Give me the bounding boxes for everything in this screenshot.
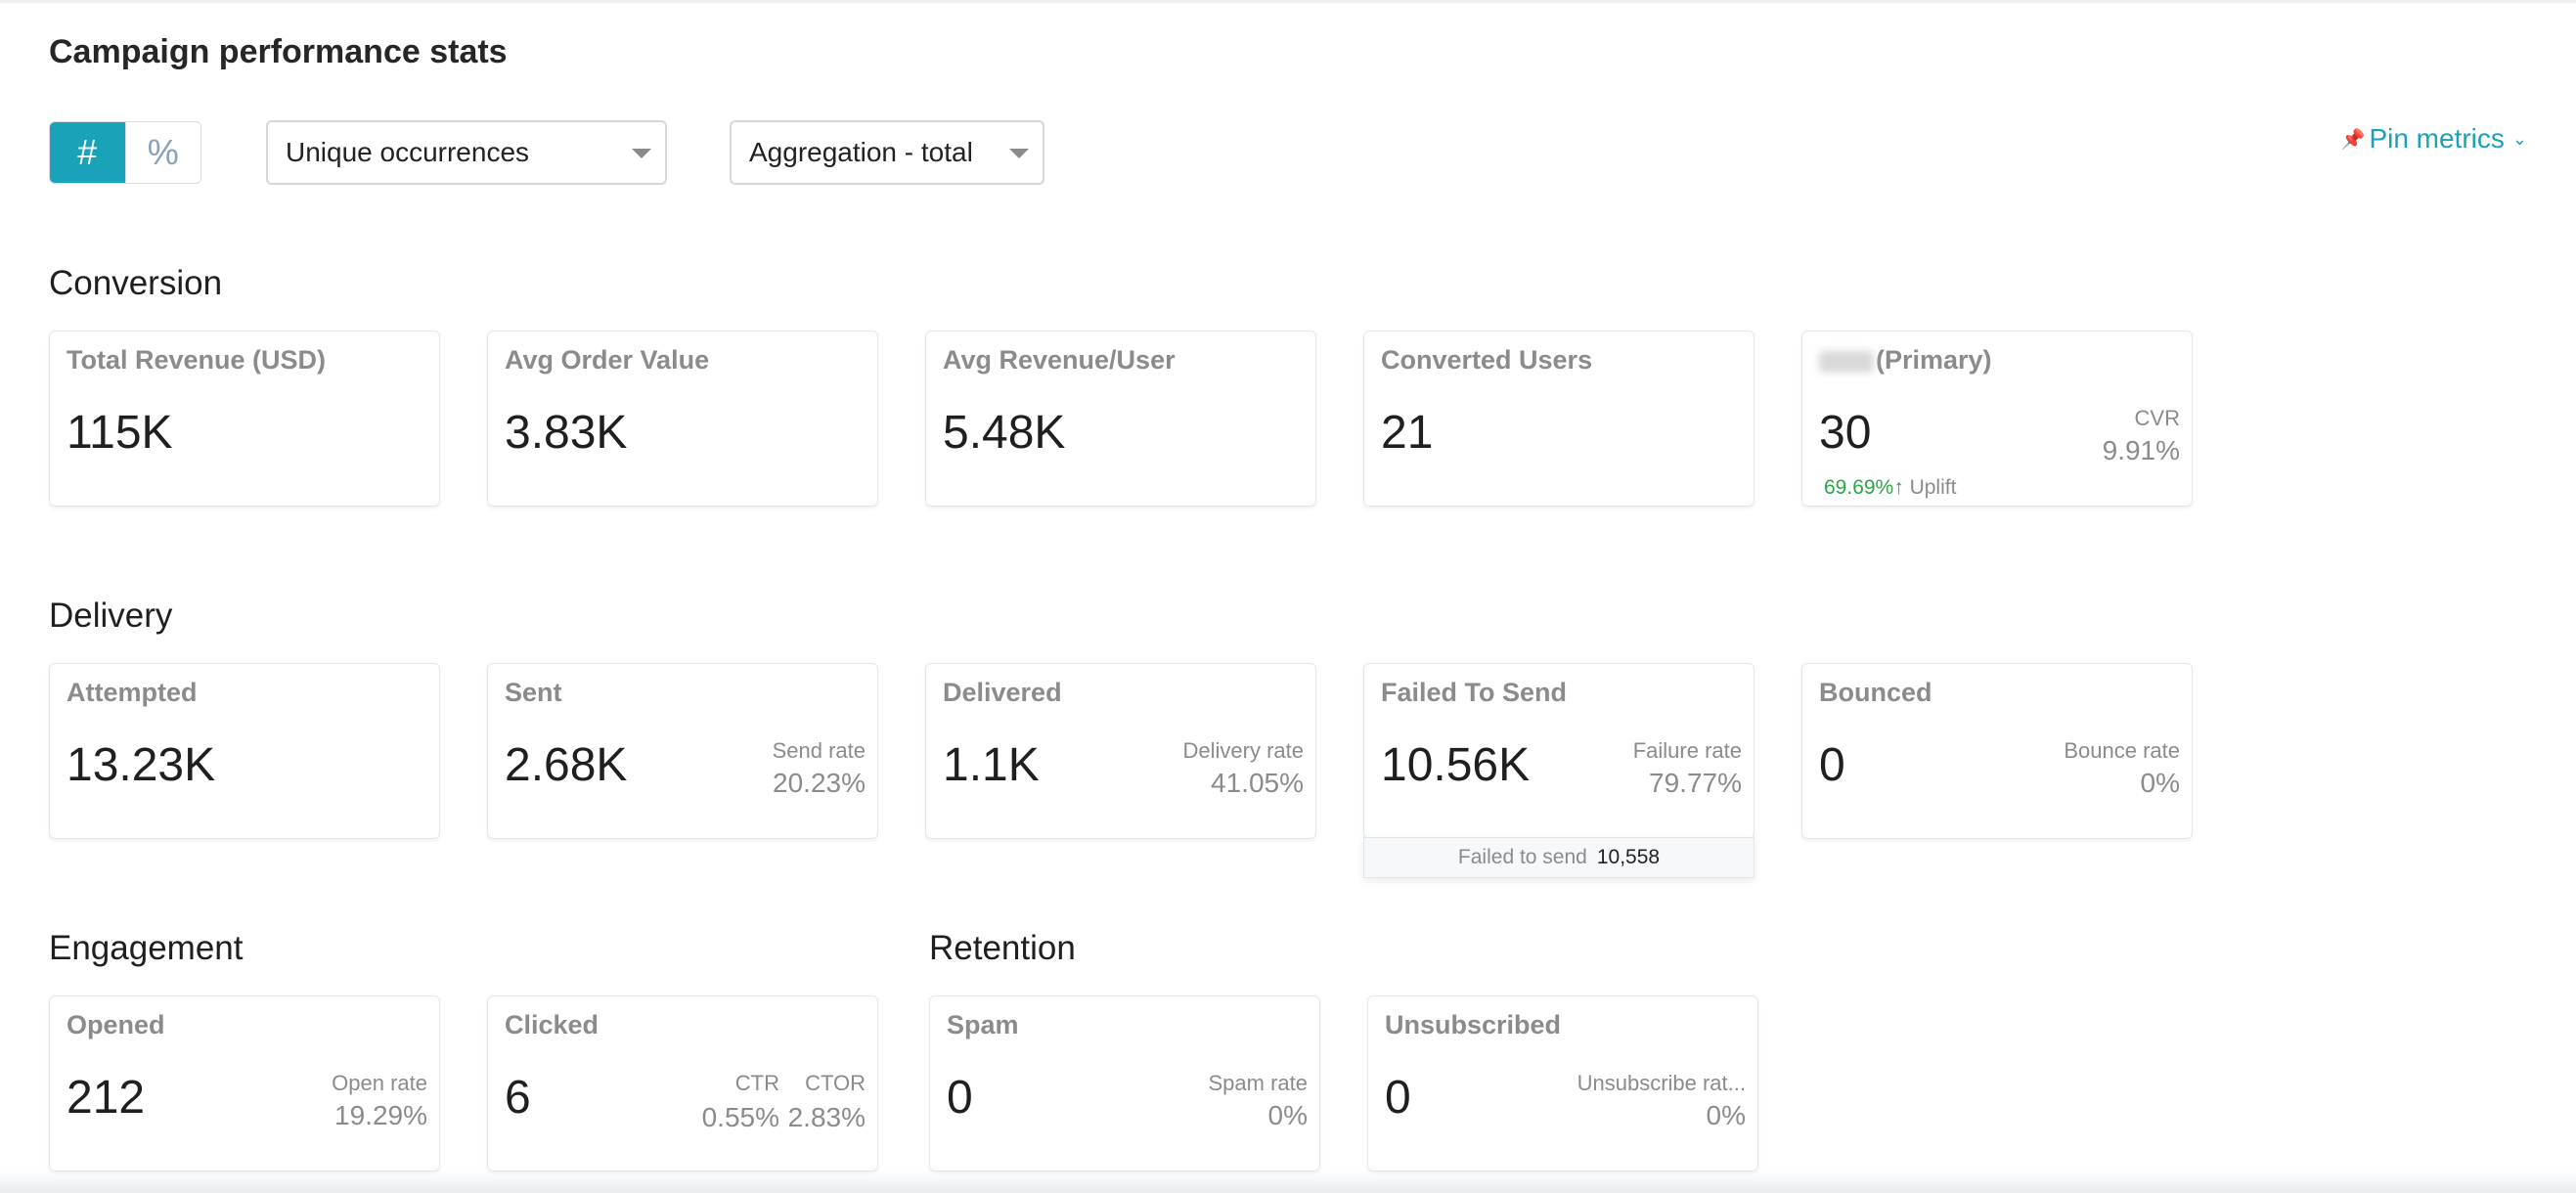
occurrence-select[interactable]: Unique occurrences <box>266 120 667 185</box>
metric-value: 21 <box>1381 407 1434 459</box>
arrow-up-icon: ↑ <box>1893 476 1904 499</box>
metric-card-converted-users[interactable]: Converted Users 21 <box>1363 331 1754 507</box>
metric-card-clicked[interactable]: Clicked 6 CTR 0.55% CTOR 2.83% <box>487 995 878 1171</box>
ctr-label: CTR <box>734 1071 779 1095</box>
rate-value: 20.23% <box>773 768 866 798</box>
metric-label: Attempted <box>67 678 198 707</box>
metric-card-opened[interactable]: Opened 212 Open rate 19.29% <box>49 995 440 1171</box>
metric-card-total-revenue[interactable]: Total Revenue (USD) 115K <box>49 331 440 507</box>
metric-label: Avg Revenue/User <box>943 345 1176 375</box>
metric-value: 30 <box>1819 407 1872 459</box>
section-title-retention: Retention <box>929 929 1076 967</box>
rate-value: 79.77% <box>1649 768 1742 798</box>
chevron-down-icon: ⌄ <box>2511 128 2527 149</box>
metric-value: 0 <box>1385 1072 1411 1124</box>
rate-label: Bounce rate <box>2064 738 2180 763</box>
bottom-scroll-fade <box>0 1171 2576 1193</box>
metric-label: Unsubscribed <box>1385 1010 1562 1039</box>
metric-card-spam[interactable]: Spam 0 Spam rate 0% <box>929 995 1320 1171</box>
metric-value: 1.1K <box>943 739 1040 791</box>
section-title-engagement: Engagement <box>49 929 244 967</box>
ctr-block: CTR 0.55% <box>702 1071 779 1133</box>
uplift-label: Uplift <box>1909 476 1957 499</box>
metric-card-sent[interactable]: Sent 2.68K Send rate 20.23% <box>487 663 878 839</box>
rate-value: 0% <box>1267 1100 1308 1130</box>
metric-label: Spam <box>947 1010 1019 1039</box>
metric-label: Converted Users <box>1381 345 1593 375</box>
rate-label: Send rate <box>772 738 866 763</box>
rate-label: Delivery rate <box>1182 738 1304 763</box>
rate-label: Open rate <box>332 1071 427 1095</box>
caret-down-icon <box>1009 149 1029 158</box>
pin-icon: 📌 <box>2340 128 2366 151</box>
metric-label: Bounced <box>1819 678 1932 707</box>
metric-value: 10.56K <box>1381 739 1531 791</box>
rate-label: Failure rate <box>1632 738 1742 763</box>
page-title: Campaign performance stats <box>49 33 508 70</box>
metric-label: Clicked <box>505 1010 600 1039</box>
metric-value: 115K <box>67 407 173 459</box>
tooltip-label: Failed to send <box>1457 846 1587 868</box>
uplift-value: 69.69% <box>1824 476 1894 499</box>
cvr-label: CVR <box>2134 406 2180 430</box>
rate-label: Spam rate <box>1208 1071 1309 1095</box>
metric-label: (Primary) <box>1819 345 1992 376</box>
rate-value: 0% <box>2140 768 2180 798</box>
metric-value: 0 <box>1819 739 1845 791</box>
aggregation-select[interactable]: Aggregation - total <box>730 120 1044 185</box>
metric-value: 13.23K <box>67 739 216 791</box>
metric-card-delivered[interactable]: Delivered 1.1K Delivery rate 41.05% <box>925 663 1316 839</box>
uplift-indicator: 69.69%↑ Uplift <box>1824 476 1956 500</box>
metric-card-bounced[interactable]: Bounced 0 Bounce rate 0% <box>1801 663 2193 839</box>
metric-card-primary-goal[interactable]: (Primary) 30 CVR 9.91% 69.69%↑ Uplift <box>1801 331 2193 507</box>
failed-to-send-tooltip: Failed to send 10,558 <box>1363 837 1754 878</box>
ctor-block: CTOR 2.83% <box>788 1071 866 1133</box>
ctor-value: 2.83% <box>787 1102 866 1132</box>
metric-label: Sent <box>505 678 562 707</box>
ctor-label: CTOR <box>805 1071 866 1095</box>
caret-down-icon <box>632 149 651 158</box>
metric-label: Delivered <box>943 678 1062 707</box>
ctr-value: 0.55% <box>701 1102 779 1132</box>
occurrence-select-value: Unique occurrences <box>286 137 530 167</box>
rate-label: Unsubscribe rat... <box>1577 1071 1746 1095</box>
metric-label: Total Revenue (USD) <box>67 345 327 375</box>
rate-value: 41.05% <box>1211 768 1304 798</box>
pin-metrics-button[interactable]: 📌 Pin metrics ⌄ <box>2341 123 2527 155</box>
metric-card-failed-to-send[interactable]: Failed To Send 10.56K Failure rate 79.77… <box>1363 663 1754 839</box>
metric-card-unsubscribed[interactable]: Unsubscribed 0 Unsubscribe rat... 0% <box>1367 995 1758 1171</box>
metric-value: 212 <box>67 1072 146 1124</box>
top-divider <box>0 0 2576 3</box>
metric-value: 6 <box>505 1072 531 1124</box>
metric-value: 0 <box>947 1072 973 1124</box>
metric-label: Avg Order Value <box>505 345 710 375</box>
metric-card-avg-revenue-user[interactable]: Avg Revenue/User 5.48K <box>925 331 1316 507</box>
cvr-value: 9.91% <box>2102 435 2180 465</box>
pin-metrics-label: Pin metrics <box>2369 123 2505 154</box>
count-mode-button[interactable]: # <box>50 122 125 183</box>
metric-label: Failed To Send <box>1381 678 1568 707</box>
metric-card-attempted[interactable]: Attempted 13.23K <box>49 663 440 839</box>
rate-value: 19.29% <box>334 1100 427 1130</box>
metric-value: 5.48K <box>943 407 1066 459</box>
section-title-conversion: Conversion <box>49 264 223 302</box>
metric-card-avg-order-value[interactable]: Avg Order Value 3.83K <box>487 331 878 507</box>
metric-value: 3.83K <box>505 407 628 459</box>
aggregation-select-value: Aggregation - total <box>749 137 973 167</box>
rate-value: 0% <box>1706 1100 1746 1130</box>
tooltip-value: 10,558 <box>1596 846 1661 868</box>
section-title-delivery: Delivery <box>49 596 173 635</box>
percent-mode-button[interactable]: % <box>124 122 200 183</box>
metric-mode-toggle: # % <box>49 121 201 184</box>
metric-label: Opened <box>67 1010 165 1039</box>
metric-value: 2.68K <box>505 739 628 791</box>
redacted-goal-name <box>1819 350 1874 373</box>
primary-suffix: (Primary) <box>1876 345 1992 375</box>
